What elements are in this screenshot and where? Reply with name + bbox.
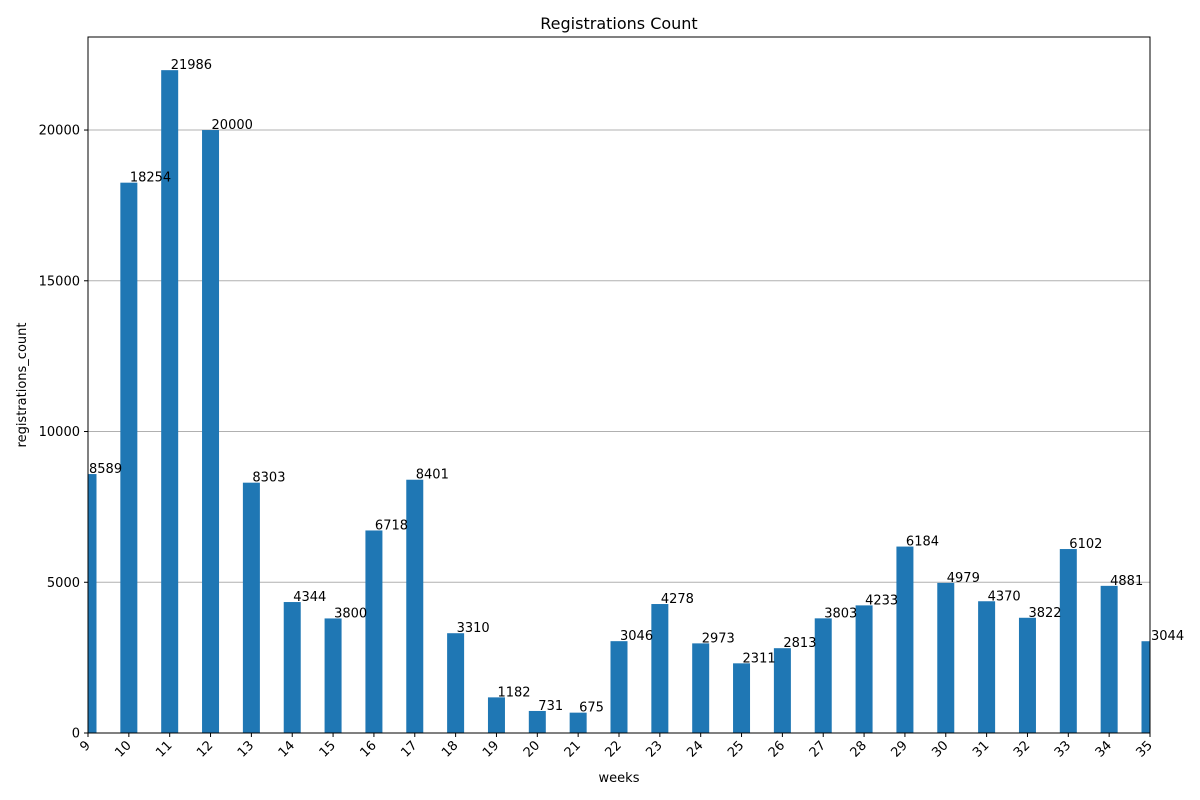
x-tick-label: 19 <box>480 738 502 760</box>
data-label-week-32: 3822 <box>1028 606 1061 621</box>
x-tick-label: 14 <box>276 738 298 760</box>
data-label-week-29: 6184 <box>906 535 939 550</box>
data-label-week-27: 3803 <box>824 606 857 621</box>
bar-week-14 <box>283 602 301 733</box>
bar-week-25 <box>733 663 751 733</box>
x-tick-label: 35 <box>1134 738 1156 760</box>
data-label-week-34: 4881 <box>1110 574 1143 589</box>
bar-week-27 <box>814 618 832 733</box>
x-tick-label: 34 <box>1093 738 1115 760</box>
data-label-week-33: 6102 <box>1069 537 1102 552</box>
y-axis-title: registrations_count <box>15 323 30 448</box>
x-tick-label: 33 <box>1052 738 1074 760</box>
bar-week-10 <box>120 182 138 733</box>
bar-week-15 <box>324 618 342 733</box>
bar-week-9 <box>88 474 97 733</box>
x-tick-label: 21 <box>562 738 584 760</box>
data-label-week-12: 20000 <box>212 118 253 133</box>
data-label-week-16: 6718 <box>375 518 408 533</box>
data-label-week-31: 4370 <box>988 589 1021 604</box>
data-label-week-19: 1182 <box>497 685 530 700</box>
bar-week-23 <box>651 604 669 733</box>
x-tick-label: 26 <box>766 738 788 760</box>
bar-week-17 <box>406 479 424 733</box>
bar-week-18 <box>447 633 465 733</box>
data-labels: 8589 18254 21986 20000 8303 4344 3800 6718 8401 3… <box>89 58 1184 715</box>
data-label-week-13: 8303 <box>252 471 285 486</box>
data-label-week-17: 8401 <box>416 468 449 483</box>
y-tick-label: 0 <box>72 727 80 742</box>
data-label-week-9: 8589 <box>89 462 122 477</box>
x-tick-label: 25 <box>725 738 747 760</box>
chart-title: Registrations Count <box>540 14 697 33</box>
x-tick-label: 15 <box>317 738 339 760</box>
x-tick-label: 28 <box>848 738 870 760</box>
bar-week-31 <box>978 601 996 733</box>
bar-week-35 <box>1141 641 1150 733</box>
x-tick-label: 10 <box>112 738 134 760</box>
data-label-week-35: 3044 <box>1151 629 1184 644</box>
x-tick-label: 30 <box>929 738 951 760</box>
x-tick-label: 17 <box>398 738 420 760</box>
data-label-week-14: 4344 <box>293 590 326 605</box>
x-tick-label: 22 <box>603 738 625 760</box>
x-tick-label: 16 <box>357 738 379 760</box>
bar-week-33 <box>1059 549 1077 733</box>
data-label-week-21: 675 <box>579 701 604 716</box>
bar-week-29 <box>896 546 914 733</box>
bar-week-19 <box>487 697 505 733</box>
data-label-week-25: 2311 <box>743 651 776 666</box>
data-label-week-20: 731 <box>538 699 563 714</box>
bar-week-20 <box>528 710 546 733</box>
bar-week-16 <box>365 530 383 733</box>
x-tick-label: 24 <box>684 738 706 760</box>
x-tick-label: 18 <box>439 738 461 760</box>
x-tick-label: 11 <box>153 738 175 760</box>
bar-week-34 <box>1100 585 1118 733</box>
bars <box>88 70 1150 733</box>
data-label-week-24: 2973 <box>702 631 735 646</box>
bar-week-32 <box>1018 617 1036 733</box>
data-label-week-26: 2813 <box>783 636 816 651</box>
data-label-week-10: 18254 <box>130 171 171 186</box>
bar-week-13 <box>242 482 260 733</box>
y-tick-label: 15000 <box>39 274 80 289</box>
data-label-week-22: 3046 <box>620 629 653 644</box>
data-label-week-28: 4233 <box>865 593 898 608</box>
x-tick-label: 9 <box>77 738 93 754</box>
bar-week-24 <box>692 643 710 733</box>
y-tick-label: 10000 <box>39 425 80 440</box>
x-tick-label: 32 <box>1011 738 1033 760</box>
x-tick-label: 13 <box>235 738 257 760</box>
data-label-week-11: 21986 <box>171 58 212 73</box>
x-tick-label: 20 <box>521 738 543 760</box>
x-tick-label: 27 <box>807 738 829 760</box>
x-axis-title: weeks <box>599 771 640 786</box>
x-tick-label: 31 <box>970 738 992 760</box>
bar-week-11 <box>161 70 179 733</box>
bar-week-21 <box>569 712 587 733</box>
x-tick-label: 29 <box>888 738 910 760</box>
data-label-week-30: 4979 <box>947 571 980 586</box>
bar-week-12 <box>202 130 220 733</box>
bar-week-22 <box>610 641 628 733</box>
x-tick-label: 23 <box>643 738 665 760</box>
gridlines <box>88 129 1150 583</box>
y-tick-label: 20000 <box>39 124 80 139</box>
data-label-week-18: 3310 <box>457 621 490 636</box>
bar-week-28 <box>855 605 873 733</box>
bar-week-26 <box>773 648 791 733</box>
y-tick-label: 5000 <box>47 576 80 591</box>
data-label-week-23: 4278 <box>661 592 694 607</box>
bar-week-30 <box>937 582 955 733</box>
data-label-week-15: 3800 <box>334 606 367 621</box>
x-tick-label: 12 <box>194 738 216 760</box>
